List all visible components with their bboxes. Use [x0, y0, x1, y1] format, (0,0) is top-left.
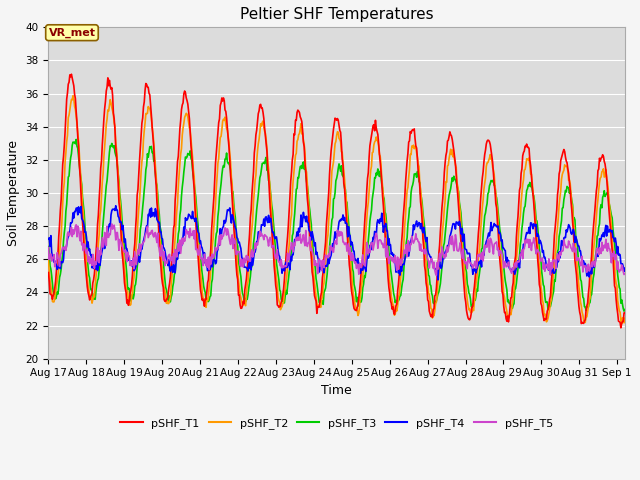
Legend: pSHF_T1, pSHF_T2, pSHF_T3, pSHF_T4, pSHF_T5: pSHF_T1, pSHF_T2, pSHF_T3, pSHF_T4, pSHF…	[116, 414, 557, 434]
pSHF_T1	[614, 318, 622, 324]
pSHF_T3	[620, 308, 628, 314]
pSHF_T1	[285, 209, 293, 215]
pSHF_T3	[125, 285, 132, 291]
pSHF_T3	[596, 206, 604, 212]
pSHF_T5	[621, 271, 628, 277]
pSHF_T2	[312, 286, 319, 291]
pSHF_T4	[125, 257, 132, 263]
pSHF_T2	[125, 298, 132, 303]
pSHF_T3	[285, 270, 293, 276]
pSHF_T1	[617, 325, 625, 331]
pSHF_T1	[621, 310, 628, 315]
pSHF_T5	[285, 256, 293, 262]
pSHF_T3	[614, 278, 622, 284]
pSHF_T3	[72, 137, 80, 143]
pSHF_T4	[515, 262, 523, 268]
Title: Peltier SHF Temperatures: Peltier SHF Temperatures	[240, 7, 433, 22]
pSHF_T5	[597, 251, 605, 256]
pSHF_T5	[433, 273, 440, 278]
Line: pSHF_T2: pSHF_T2	[49, 96, 625, 324]
pSHF_T3	[45, 244, 52, 250]
pSHF_T5	[125, 252, 132, 258]
Line: pSHF_T5: pSHF_T5	[49, 224, 625, 276]
pSHF_T5	[515, 259, 523, 265]
Text: VR_met: VR_met	[49, 27, 95, 38]
pSHF_T1	[312, 296, 319, 301]
pSHF_T2	[69, 93, 77, 98]
pSHF_T2	[621, 315, 628, 321]
Y-axis label: Soil Temperature: Soil Temperature	[7, 140, 20, 246]
pSHF_T2	[514, 242, 522, 248]
pSHF_T4	[285, 263, 293, 269]
Line: pSHF_T1: pSHF_T1	[49, 74, 625, 328]
pSHF_T1	[125, 302, 132, 308]
pSHF_T4	[597, 236, 605, 242]
pSHF_T4	[616, 252, 623, 257]
pSHF_T3	[312, 265, 319, 271]
pSHF_T2	[596, 175, 604, 181]
pSHF_T3	[621, 307, 628, 312]
pSHF_T5	[312, 258, 319, 264]
pSHF_T2	[45, 258, 52, 264]
pSHF_T1	[68, 72, 76, 77]
pSHF_T4	[112, 203, 120, 209]
pSHF_T1	[45, 270, 52, 276]
Line: pSHF_T3: pSHF_T3	[49, 140, 625, 311]
pSHF_T4	[312, 240, 319, 246]
X-axis label: Time: Time	[321, 384, 352, 397]
pSHF_T5	[108, 221, 116, 227]
pSHF_T2	[618, 321, 625, 327]
pSHF_T5	[616, 269, 623, 275]
pSHF_T4	[434, 277, 442, 283]
pSHF_T4	[45, 236, 52, 241]
pSHF_T2	[285, 242, 293, 248]
pSHF_T4	[621, 265, 628, 271]
pSHF_T5	[45, 244, 52, 250]
pSHF_T1	[514, 214, 522, 220]
pSHF_T3	[514, 266, 522, 272]
Line: pSHF_T4: pSHF_T4	[49, 206, 625, 280]
pSHF_T1	[596, 158, 604, 164]
pSHF_T2	[614, 302, 622, 308]
